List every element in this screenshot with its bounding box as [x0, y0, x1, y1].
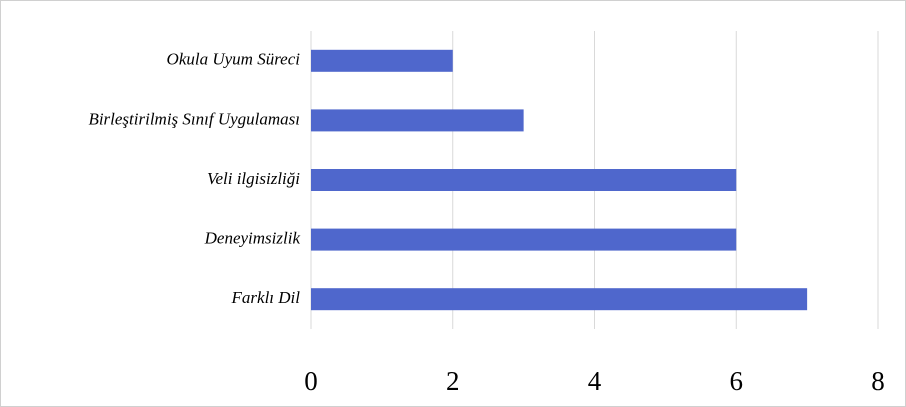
y-tick-label: Deneyimsizlik: [204, 229, 301, 248]
bar: [311, 288, 808, 311]
y-tick-label: Birleştirilmiş Sınıf Uygulaması: [88, 109, 300, 128]
x-tick-label: 2: [446, 366, 460, 396]
x-tick-label: 8: [871, 366, 885, 396]
x-tick-label: 4: [588, 366, 602, 396]
x-tick-label: 0: [304, 366, 318, 396]
y-tick-label: Veli ilgisizliği: [207, 169, 300, 188]
bar: [311, 169, 737, 191]
bar: [311, 49, 453, 72]
bar: [311, 109, 524, 132]
y-tick-label: Okula Uyum Süreci: [167, 50, 301, 69]
bar: [311, 228, 737, 251]
y-tick-label: Farklı Dil: [231, 288, 301, 307]
x-tick-label: 6: [730, 366, 744, 396]
